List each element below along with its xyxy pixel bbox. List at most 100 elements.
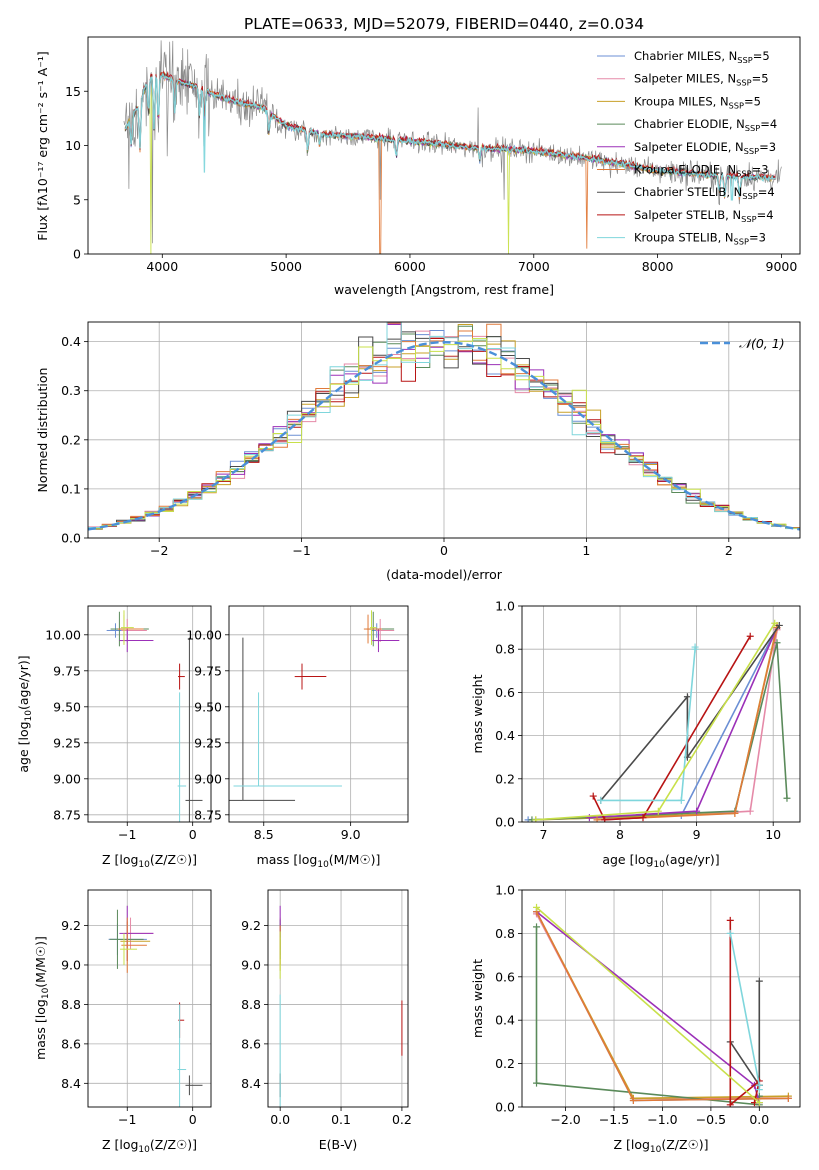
mass-weight-marker bbox=[746, 807, 754, 815]
axes-frame bbox=[521, 605, 801, 823]
mass-weight-marker bbox=[589, 792, 597, 800]
y-axis-label: Flux [fλ10⁻¹⁷ erg cm⁻² s⁻¹ A⁻¹] bbox=[35, 51, 50, 240]
y-tick-label: 5 bbox=[73, 192, 81, 207]
x-tick-label: −1 bbox=[292, 543, 310, 558]
mass-weight-line bbox=[729, 933, 761, 1090]
mass-weight-line bbox=[535, 622, 776, 821]
y-tick-label: 10.00 bbox=[186, 627, 222, 642]
mass-weight-marker bbox=[726, 929, 734, 937]
legend-label: Salpeter MILES, NSSP=5 bbox=[634, 72, 769, 88]
mass-weight-line bbox=[600, 647, 696, 802]
y-tick-label: 9.25 bbox=[194, 735, 222, 750]
y-tick-label: 8.8 bbox=[241, 997, 261, 1012]
errorbar-points bbox=[106, 610, 203, 822]
axes-frame bbox=[521, 889, 801, 1108]
x-axis-label: mass [log10(M/M☉)] bbox=[257, 852, 381, 870]
mass-weight-marker bbox=[677, 796, 685, 804]
y-tick-label: 0.4 bbox=[495, 728, 515, 743]
y-tick-label: 9.0 bbox=[241, 957, 261, 972]
mass-weight-marker bbox=[532, 816, 540, 822]
model-spectrum-line bbox=[124, 71, 775, 201]
model-spectrum-line bbox=[124, 70, 776, 198]
y-tick-label: 0.4 bbox=[61, 334, 81, 349]
figure-title: PLATE=0633, MJD=52079, FIBERID=0440, z=0… bbox=[244, 15, 644, 33]
mass-weight-line bbox=[589, 627, 778, 819]
x-tick-label: −1 bbox=[118, 827, 136, 842]
y-tick-label: 1.0 bbox=[495, 599, 515, 614]
x-tick-label: 0 bbox=[189, 1112, 197, 1127]
age-vs-mass-panel: 8.5 9.0 8.75 9.00 9.25 9.50 9.75 10.00 mass [log… bbox=[186, 605, 409, 870]
spectrum-panel: 4000 5000 6000 7000 8000 9000 0 5 10 15 Chabrier M… bbox=[35, 36, 801, 297]
mass-weight-marker bbox=[755, 1099, 763, 1107]
x-axis-label: Z [log10(Z/Z☉)] bbox=[102, 852, 197, 870]
y-tick-label: 8.75 bbox=[53, 807, 81, 822]
y-tick-label: 0.4 bbox=[495, 1013, 515, 1028]
x-tick-label: −2 bbox=[150, 543, 168, 558]
y-tick-label: 0.3 bbox=[61, 383, 81, 398]
mass-weight-line bbox=[592, 635, 751, 821]
y-tick-label: 8.4 bbox=[61, 1076, 81, 1091]
y-tick-label: 8.75 bbox=[194, 807, 222, 822]
y-tick-label: 9.75 bbox=[194, 663, 222, 678]
y-tick-label: 0.2 bbox=[61, 432, 81, 447]
mass-weight-marker bbox=[755, 1086, 763, 1094]
spectrum-lines bbox=[123, 40, 782, 254]
y-tick-label: 9.2 bbox=[61, 918, 81, 933]
mass-weight-marker bbox=[784, 1094, 792, 1102]
mass-weight-line bbox=[535, 906, 760, 1104]
mass-weight-marker bbox=[533, 903, 541, 911]
mass-weight-marker bbox=[597, 796, 605, 804]
legend-label: Salpeter STELIB, NSSP=4 bbox=[634, 208, 774, 224]
mass-weight-marker bbox=[746, 632, 754, 640]
mass-weight-marker bbox=[731, 809, 739, 817]
axes-frame bbox=[228, 605, 409, 823]
x-tick-label: 4000 bbox=[146, 259, 178, 274]
x-axis-label: (data-model)/error bbox=[386, 567, 503, 582]
mass-weight-marker bbox=[593, 816, 601, 822]
mass-weight-marker bbox=[775, 621, 783, 629]
y-axis-label: mass [log10(M/M☉)] bbox=[33, 936, 51, 1060]
y-tick-label: 9.2 bbox=[241, 918, 261, 933]
x-tick-label: 1 bbox=[582, 543, 590, 558]
axes-frame bbox=[267, 889, 409, 1108]
mass-weight-line bbox=[604, 629, 778, 821]
mass-weight-lines bbox=[533, 903, 792, 1107]
x-tick-label: 2 bbox=[725, 543, 733, 558]
mass-weight-marker bbox=[639, 814, 647, 822]
mass-weight-marker bbox=[654, 807, 662, 815]
y-tick-label: 9.75 bbox=[53, 663, 81, 678]
age-vs-metallicity-panel: −1 0 8.75 9.00 9.25 9.50 9.75 10.00 Z [log10(Z/Z… bbox=[16, 605, 212, 870]
mass-weight-marker bbox=[726, 1101, 734, 1107]
x-axis-label: age [log10(age/yr)] bbox=[602, 852, 719, 870]
y-axis-label: age [log10(age/yr)] bbox=[16, 655, 34, 772]
mass-weight-marker bbox=[726, 916, 734, 924]
y-tick-label: 0.0 bbox=[495, 1100, 515, 1115]
x-tick-label: −0.5 bbox=[696, 1112, 726, 1127]
mass-weight-line bbox=[729, 981, 761, 1088]
x-tick-label: 0 bbox=[440, 543, 448, 558]
mass-weight-marker bbox=[533, 1079, 541, 1087]
y-tick-label: 9.50 bbox=[53, 699, 81, 714]
y-axis-label: mass weight bbox=[470, 674, 485, 753]
mass-vs-metallicity-panel: −1 0 8.4 8.6 8.8 9.0 9.2 Z [log10(Z/Z☉)] mass [l… bbox=[33, 889, 212, 1155]
legend-label: Kroupa STELIB, NSSP=3 bbox=[634, 231, 766, 247]
y-tick-label: 9.50 bbox=[194, 699, 222, 714]
histogram-step-line bbox=[88, 322, 800, 530]
y-tick-label: 0.8 bbox=[495, 926, 515, 941]
x-tick-label: 8000 bbox=[642, 259, 674, 274]
y-tick-label: 0.6 bbox=[495, 685, 515, 700]
residual-histogram-panel: −2 −1 0 1 2 0.0 0.1 0.2 0.3 0.4 𝒩(0, 1) (data-model… bbox=[35, 321, 801, 582]
x-tick-label: 8.5 bbox=[254, 827, 274, 842]
mass-weight-marker bbox=[629, 1096, 637, 1104]
histogram-step-line bbox=[88, 331, 800, 529]
y-axis-label: Normed distribution bbox=[35, 368, 50, 493]
mass-weight-marker bbox=[601, 816, 609, 822]
axes-frame bbox=[87, 889, 212, 1108]
y-tick-label: 0.8 bbox=[495, 642, 515, 657]
histogram-step-line bbox=[88, 338, 800, 530]
axes-frame bbox=[87, 605, 212, 823]
x-tick-label: 0.2 bbox=[392, 1112, 412, 1127]
legend-label: Chabrier STELIB, NSSP=4 bbox=[634, 185, 775, 201]
x-tick-label: 9.0 bbox=[341, 827, 361, 842]
